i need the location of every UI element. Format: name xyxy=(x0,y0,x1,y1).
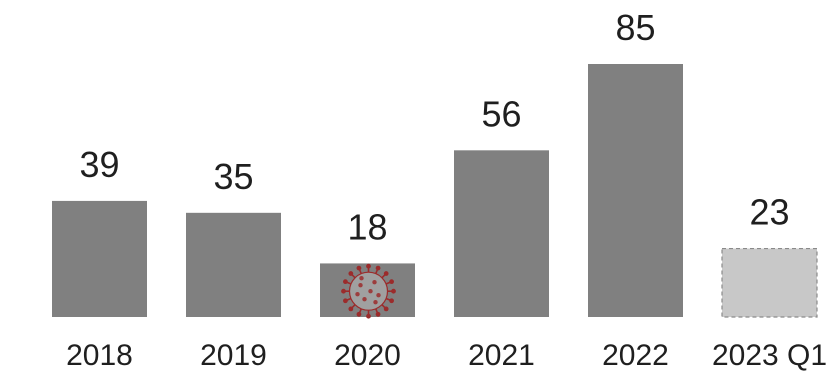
data-label-2019: 35 xyxy=(213,156,253,197)
bar-2019 xyxy=(186,212,281,317)
data-label-2022: 85 xyxy=(615,7,655,48)
tick-label-2020: 2020 xyxy=(334,339,401,372)
tick-label-2023-q1: 2023 Q1 xyxy=(712,339,826,372)
bar-2022 xyxy=(588,64,683,317)
tick-label-2018: 2018 xyxy=(66,339,133,372)
data-label-2020: 18 xyxy=(347,206,387,247)
bar-2018 xyxy=(52,200,147,317)
data-label-2021: 56 xyxy=(481,93,521,134)
tick-label-2019: 2019 xyxy=(200,339,267,372)
bar-2021 xyxy=(454,150,549,317)
coronavirus-icon xyxy=(341,263,396,319)
tick-label-2021: 2021 xyxy=(468,339,535,372)
tick-label-2022: 2022 xyxy=(602,339,669,372)
bar-2023-q1 xyxy=(721,247,818,318)
data-label-2018: 39 xyxy=(79,144,119,185)
data-label-2023-q1: 23 xyxy=(749,192,789,233)
